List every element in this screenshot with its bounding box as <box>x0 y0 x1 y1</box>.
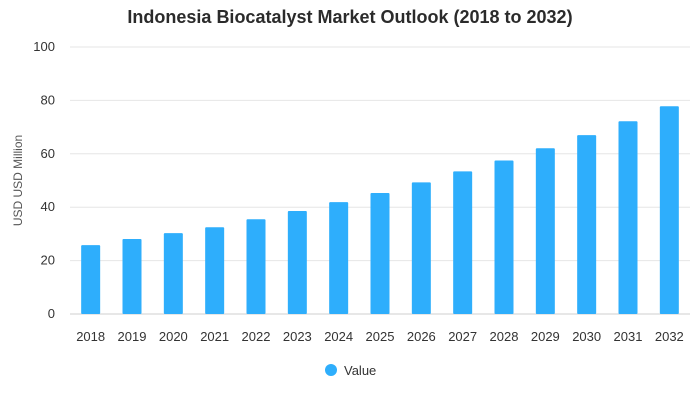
x-tick-label: 2028 <box>490 329 519 344</box>
chart-title: Indonesia Biocatalyst Market Outlook (20… <box>127 7 573 27</box>
x-tick-label: 2021 <box>200 329 229 344</box>
bar <box>659 106 679 314</box>
y-tick-label: 20 <box>41 253 55 268</box>
bar <box>453 171 473 314</box>
x-tick-label: 2029 <box>531 329 560 344</box>
x-tick-label: 2032 <box>655 329 684 344</box>
x-tick-label: 2024 <box>324 329 353 344</box>
bar <box>618 121 638 314</box>
y-tick-label: 100 <box>33 39 55 54</box>
legend-label: Value <box>344 363 376 378</box>
bar <box>81 245 101 314</box>
x-tick-label: 2027 <box>448 329 477 344</box>
x-tick-label: 2022 <box>242 329 271 344</box>
x-tick-label: 2019 <box>118 329 147 344</box>
bar <box>163 233 183 314</box>
bar <box>246 219 266 314</box>
x-tick-label: 2018 <box>76 329 105 344</box>
y-tick-label: 60 <box>41 146 55 161</box>
bar <box>329 202 349 314</box>
bar <box>205 227 225 314</box>
x-tick-label: 2023 <box>283 329 312 344</box>
y-tick-label: 40 <box>41 199 55 214</box>
legend-marker <box>325 364 337 376</box>
x-tick-label: 2030 <box>572 329 601 344</box>
bar <box>535 148 555 314</box>
bar <box>287 210 307 314</box>
bar <box>122 238 142 314</box>
y-tick-label: 80 <box>41 92 55 107</box>
y-tick-label: 0 <box>48 306 55 321</box>
x-tick-label: 2025 <box>366 329 395 344</box>
bar <box>494 160 514 314</box>
bar <box>577 135 597 314</box>
bar <box>411 182 431 314</box>
x-tick-label: 2020 <box>159 329 188 344</box>
y-axis-title: USD USD Million <box>11 135 25 226</box>
bar <box>370 193 390 314</box>
x-tick-label: 2026 <box>407 329 436 344</box>
x-tick-label: 2031 <box>614 329 643 344</box>
